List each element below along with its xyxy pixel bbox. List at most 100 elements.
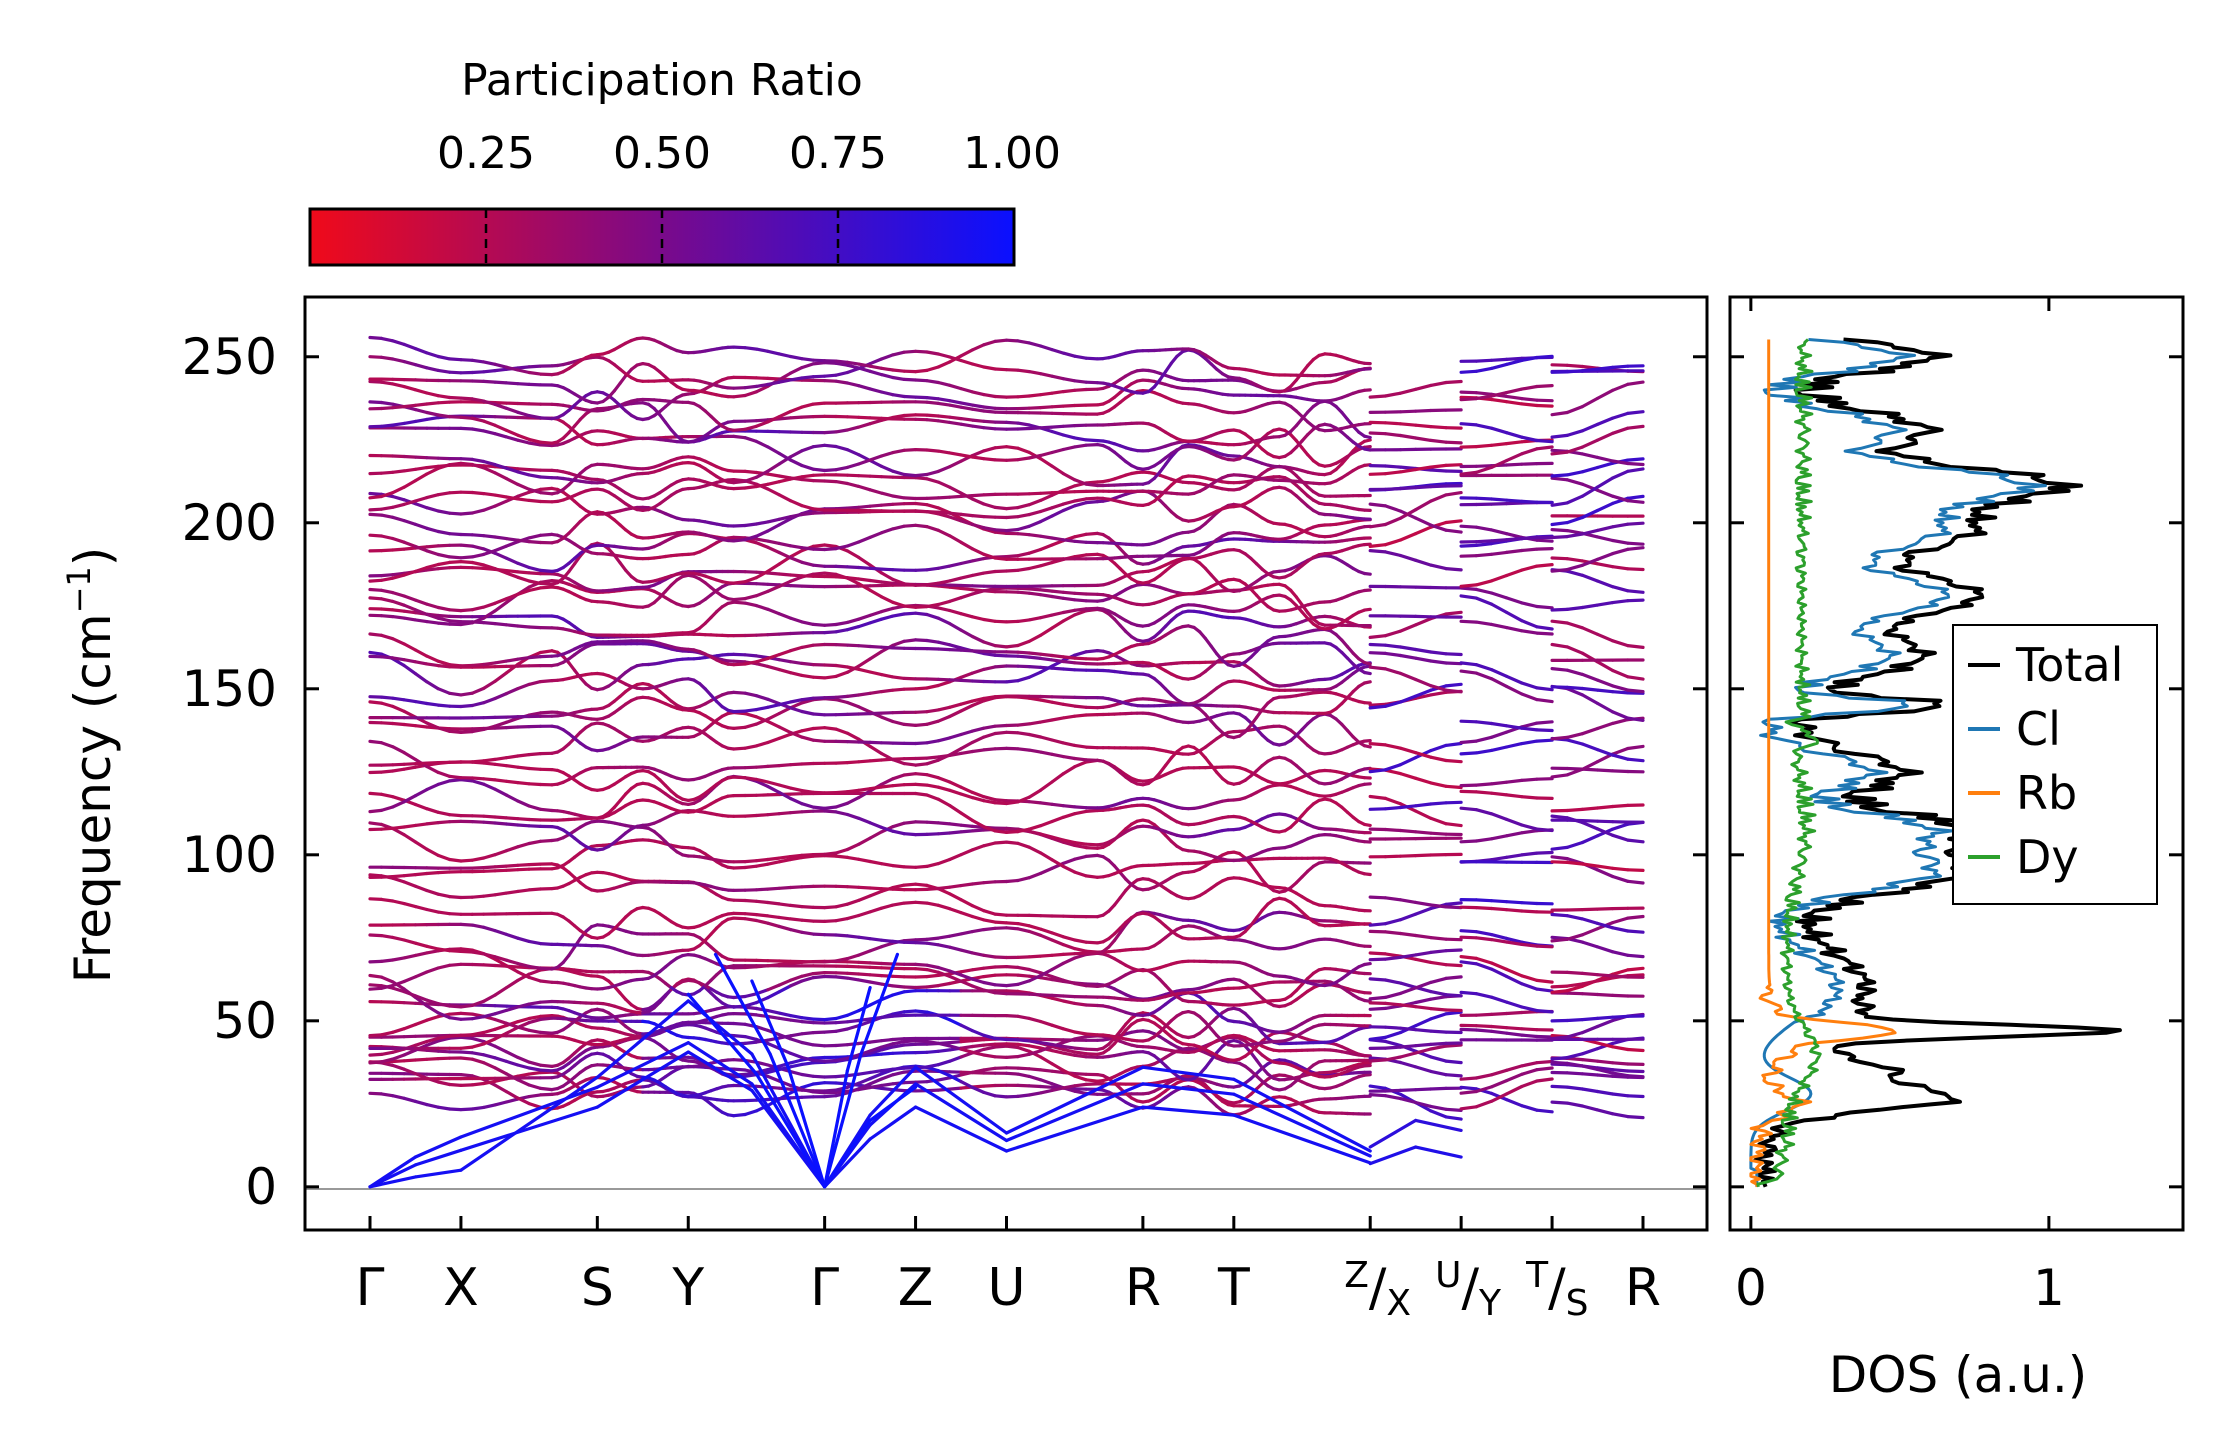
band-segment [516,799,531,808]
band-segment [822,1016,838,1022]
band-segment [470,950,486,956]
band-segment [743,722,759,729]
band-segment [538,979,554,984]
band-segment [788,974,804,982]
band-segment [527,654,543,660]
band-segment [470,779,486,786]
band-segment [948,1018,963,1027]
band-segment [834,790,850,795]
band-segment [425,1004,440,1015]
band-segment [868,1083,884,1090]
band-segment [379,805,395,813]
band-segment [993,801,1009,806]
band-segment [925,973,940,979]
colorbar: Participation Ratio 0.25 0.50 0.75 1.00 [308,55,1061,267]
band-segment [538,1013,554,1019]
band-segment [368,739,383,745]
band-segment [1362,1072,1372,1077]
band-segment [493,1017,508,1025]
band-segment [1061,655,1077,660]
band-segment [425,619,440,625]
band-segment [493,1023,508,1031]
band-segment [459,1033,474,1038]
band-segment [391,1059,406,1064]
band-segment [754,918,770,925]
band-segment [391,1027,406,1034]
band-segment [834,801,850,809]
band-segment [1112,930,1122,943]
band-segment [413,941,429,948]
band-segment [754,996,770,1005]
band-segment [1073,946,1088,953]
band-segment [391,745,406,755]
band-segment [879,961,895,966]
band-segment [402,1058,418,1063]
band-segment [913,791,929,797]
band-segment [766,1064,781,1072]
band-segment [834,847,850,855]
band-segment [868,1048,884,1055]
colorbar-tick-labels: 0.25 0.50 0.75 1.00 [437,128,1061,179]
band-segment [868,1077,884,1086]
band-segment [857,759,872,764]
band-segment [391,874,406,879]
band-segment [470,894,486,899]
band-segment [1061,812,1077,819]
band-segment [470,1015,486,1021]
band-segment [527,766,543,771]
band-segment [970,795,986,803]
band-segment [777,649,793,657]
band-segment [868,1052,884,1057]
band-segment [482,993,497,1003]
band-segment [788,786,804,793]
band-segment [857,816,872,825]
band-segment [879,903,895,910]
band-segment [800,698,815,705]
band-segment [482,963,497,968]
band-segment [1050,594,1065,600]
band-segment [1027,633,1043,644]
band-segment [425,907,440,914]
band-segment [879,1037,895,1043]
band-segment [766,719,781,729]
band-segment [857,978,872,984]
band-segment [777,915,793,921]
band-segment [1061,608,1077,615]
band-segment [402,872,418,878]
band-segment [925,861,940,869]
band-segment [459,729,474,735]
band-segment [788,1032,804,1038]
band-segment [402,938,418,945]
band-segment [788,979,804,988]
band-segment [936,785,952,792]
band-segment [1084,758,1100,762]
band-segment [1050,815,1065,824]
band-segment [1362,782,1372,786]
band-segment [845,1087,861,1093]
band-segment [754,964,770,969]
band-segment [936,753,952,762]
band-segment [754,633,770,637]
band-segment [470,819,486,824]
band-segment [459,858,474,863]
band-segment [993,694,1009,699]
band-segment [868,821,884,830]
band-segment [925,1049,940,1054]
band-segment [970,679,986,684]
band-segment [754,1025,770,1033]
band-segment [1038,652,1054,658]
band-segment [527,1060,543,1067]
band-segment [504,1025,520,1035]
band-segment [857,1085,872,1092]
band-segment [891,1051,906,1055]
band-segment [936,647,952,652]
band-segment [777,1061,793,1068]
band-segment [1016,650,1031,655]
band-segment [482,1012,497,1019]
band-segment [413,995,429,1008]
band-segment [902,761,918,767]
band-segment [1073,1035,1088,1041]
band-segment [857,836,872,846]
band-segment [425,847,440,858]
